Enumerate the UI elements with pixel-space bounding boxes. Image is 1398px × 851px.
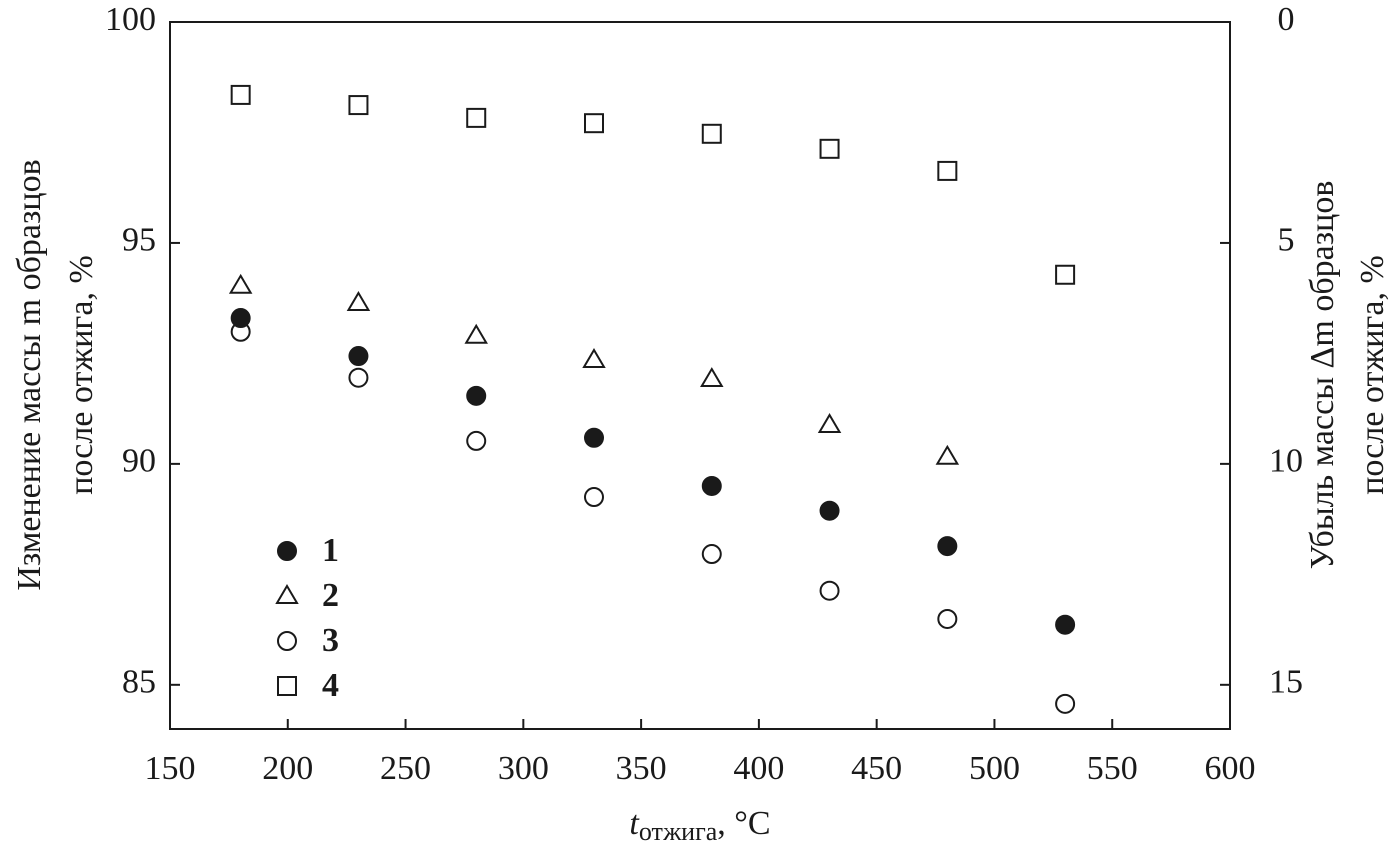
x-tick-label: 250 — [380, 750, 431, 787]
point — [466, 107, 487, 128]
point — [701, 123, 722, 144]
x-tick-label: 550 — [1087, 750, 1138, 787]
point — [937, 160, 958, 181]
legend-marker — [277, 631, 297, 651]
point — [466, 430, 487, 451]
point — [346, 291, 371, 312]
y-tick-label: 95 — [122, 222, 156, 259]
x-tick-label: 400 — [733, 750, 784, 787]
point — [230, 84, 251, 105]
point — [348, 95, 369, 116]
legend-marker — [275, 584, 299, 604]
point — [701, 544, 722, 565]
x-tick-label: 300 — [498, 750, 549, 787]
point — [584, 113, 604, 134]
point — [348, 346, 369, 367]
point — [937, 608, 958, 629]
legend-marker — [277, 541, 297, 561]
point — [1055, 614, 1076, 635]
point — [228, 273, 253, 294]
y-tick-label: 100 — [105, 1, 156, 38]
legend-label: 3 — [322, 622, 339, 659]
point — [819, 580, 840, 601]
x-tick-label: 350 — [616, 750, 667, 787]
legend-label: 1 — [322, 532, 339, 569]
point — [230, 308, 251, 329]
point — [466, 385, 487, 406]
x-label-symbol: t — [629, 805, 640, 842]
y2-tick-label: 5 — [1278, 222, 1295, 259]
x-tick-label: 500 — [969, 750, 1020, 787]
point — [584, 487, 604, 508]
point — [348, 367, 369, 388]
point — [1055, 264, 1076, 285]
point — [819, 500, 840, 521]
y2-tick-label: 0 — [1278, 1, 1295, 38]
x-tick-label: 150 — [145, 750, 196, 787]
legend-label: 2 — [322, 577, 339, 614]
y2-tick-label: 15 — [1269, 664, 1303, 701]
point — [937, 536, 958, 557]
x-tick-label: 600 — [1205, 750, 1256, 787]
point — [701, 475, 722, 496]
legend-marker — [277, 676, 297, 696]
y2-axis-label: Убыль массы Δm образцов — [1304, 181, 1341, 570]
y-tick-label: 85 — [122, 664, 156, 701]
x-label-unit: , °C — [717, 805, 770, 842]
y-axis-label: Изменение массы m образцов — [11, 159, 48, 590]
x-tick-label: 200 — [262, 750, 313, 787]
legend-label: 4 — [322, 667, 339, 704]
point — [464, 323, 488, 344]
point — [582, 348, 606, 369]
y2-tick-label: 10 — [1269, 443, 1303, 480]
x-label-subscript: отжига — [639, 817, 718, 846]
y2-axis-label: после отжига, % — [1354, 255, 1391, 495]
point — [819, 138, 840, 159]
point — [230, 321, 251, 342]
x-tick-label: 450 — [851, 750, 902, 787]
point — [935, 444, 960, 465]
point — [817, 413, 842, 433]
y-axis-label: после отжига, % — [63, 255, 100, 495]
point — [584, 427, 604, 448]
point — [700, 367, 724, 388]
y-tick-label: 90 — [122, 443, 156, 480]
point — [1055, 693, 1076, 714]
x-axis-label: tотжига, °C — [629, 805, 770, 846]
plot-frame — [169, 21, 1231, 730]
